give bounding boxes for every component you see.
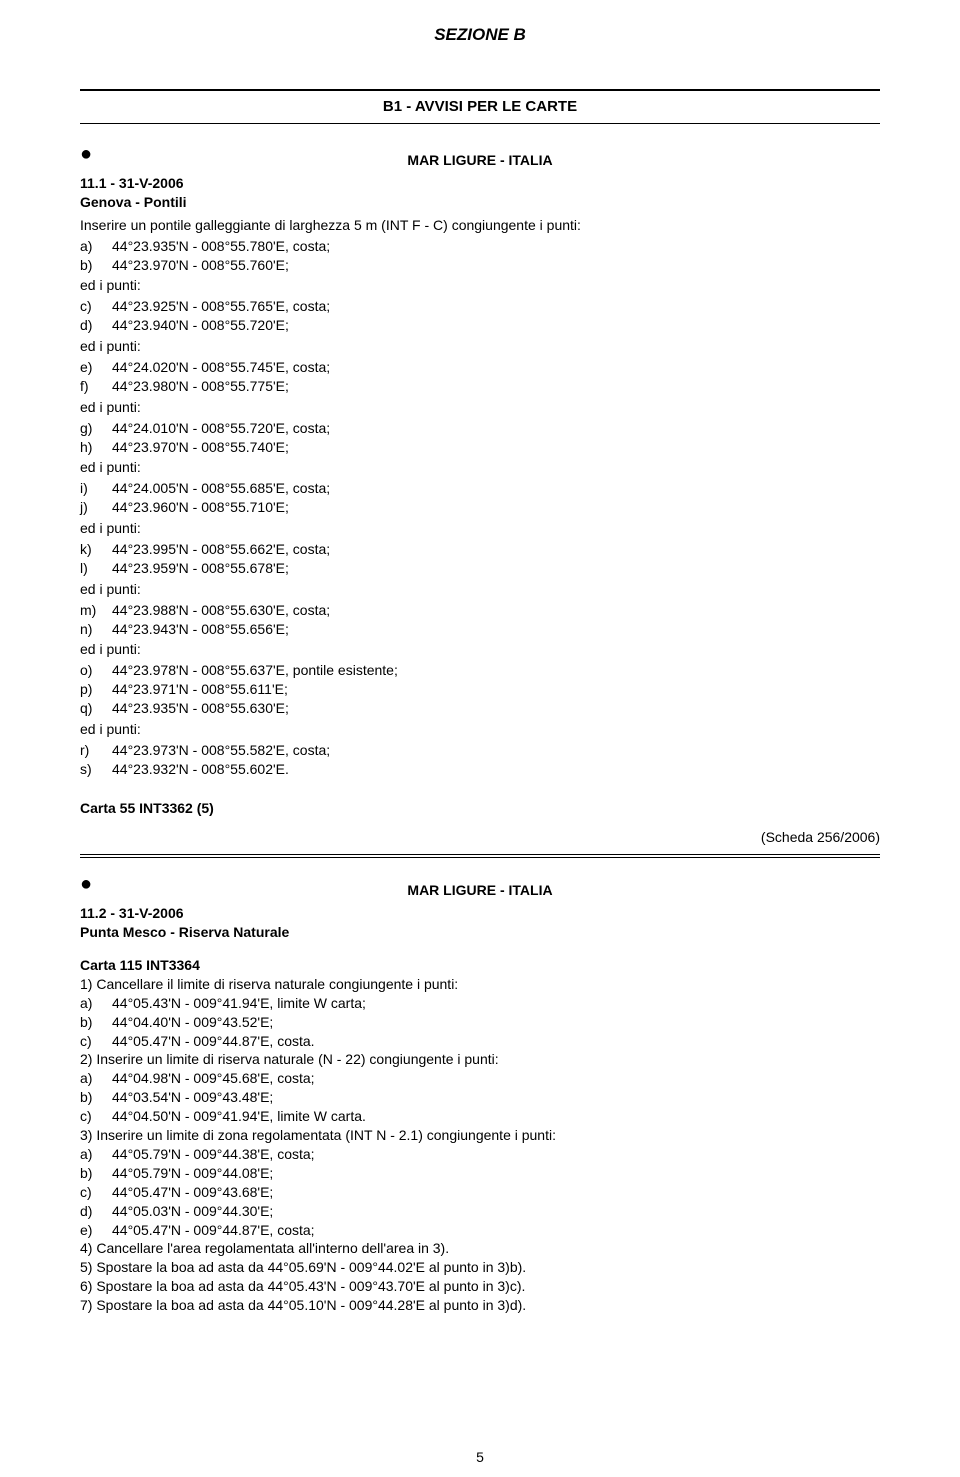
notice1-intro: Inserire un pontile galleggiante di larg… bbox=[80, 216, 880, 235]
coord-line: a)44°23.935'N - 008°55.780'E, costa; bbox=[80, 237, 880, 256]
block-title: B1 - AVVISI PER LE CARTE bbox=[80, 89, 880, 124]
separator-text: ed i punti: bbox=[80, 458, 880, 477]
coord-line: p)44°23.971'N - 008°55.611'E; bbox=[80, 680, 880, 699]
coord-line: q)44°23.935'N - 008°55.630'E; bbox=[80, 699, 880, 718]
coord-line: f)44°23.980'N - 008°55.775'E; bbox=[80, 377, 880, 396]
separator-text: ed i punti: bbox=[80, 640, 880, 659]
coord-line: o)44°23.978'N - 008°55.637'E, pontile es… bbox=[80, 661, 880, 680]
notice2-text-line: 5) Spostare la boa ad asta da 44°05.69'N… bbox=[80, 1258, 880, 1277]
notice2-chart: Carta 115 INT3364 bbox=[80, 956, 880, 975]
coord-line: c)44°05.47'N - 009°44.87'E, costa. bbox=[80, 1032, 880, 1051]
page-number: 5 bbox=[0, 1448, 960, 1467]
coord-line: g)44°24.010'N - 008°55.720'E, costa; bbox=[80, 419, 880, 438]
separator-text: ed i punti: bbox=[80, 276, 880, 295]
section-header: SEZIONE B bbox=[80, 24, 880, 47]
separator-text: ed i punti: bbox=[80, 337, 880, 356]
coord-line: d)44°23.940'N - 008°55.720'E; bbox=[80, 316, 880, 335]
separator-text: ed i punti: bbox=[80, 580, 880, 599]
notice1-points: a)44°23.935'N - 008°55.780'E, costa;b)44… bbox=[80, 237, 880, 779]
coord-line: a)44°05.79'N - 009°44.38'E, costa; bbox=[80, 1145, 880, 1164]
coord-line: c)44°04.50'N - 009°41.94'E, limite W car… bbox=[80, 1107, 880, 1126]
coord-line: h)44°23.970'N - 008°55.740'E; bbox=[80, 438, 880, 457]
notice1-title: Genova - Pontili bbox=[80, 193, 880, 212]
coord-line: j)44°23.960'N - 008°55.710'E; bbox=[80, 498, 880, 517]
coord-line: k)44°23.995'N - 008°55.662'E, costa; bbox=[80, 540, 880, 559]
coord-line: c)44°23.925'N - 008°55.765'E, costa; bbox=[80, 297, 880, 316]
coord-line: b)44°04.40'N - 009°43.52'E; bbox=[80, 1013, 880, 1032]
separator-text: ed i punti: bbox=[80, 398, 880, 417]
region-title: MAR LIGURE - ITALIA bbox=[80, 151, 880, 170]
separator-text: ed i punti: bbox=[80, 519, 880, 538]
notice2-text-line: 7) Spostare la boa ad asta da 44°05.10'N… bbox=[80, 1296, 880, 1315]
notice2-text-line: 3) Inserire un limite di zona regolament… bbox=[80, 1126, 880, 1145]
notice2-title: Punta Mesco - Riserva Naturale bbox=[80, 923, 880, 942]
coord-line: i)44°24.005'N - 008°55.685'E, costa; bbox=[80, 479, 880, 498]
separator-text: ed i punti: bbox=[80, 720, 880, 739]
coord-line: b)44°03.54'N - 009°43.48'E; bbox=[80, 1088, 880, 1107]
coord-line: e)44°24.020'N - 008°55.745'E, costa; bbox=[80, 358, 880, 377]
notice2-text-line: 4) Cancellare l'area regolamentata all'i… bbox=[80, 1239, 880, 1258]
coord-line: r)44°23.973'N - 008°55.582'E, costa; bbox=[80, 741, 880, 760]
bullet-marker: ● bbox=[80, 873, 92, 895]
notice1-chart: Carta 55 INT3362 (5) bbox=[80, 799, 880, 818]
coord-line: m)44°23.988'N - 008°55.630'E, costa; bbox=[80, 601, 880, 620]
coord-line: n)44°23.943'N - 008°55.656'E; bbox=[80, 620, 880, 639]
notice1-id: 11.1 - 31-V-2006 bbox=[80, 174, 880, 193]
bullet-marker: ● bbox=[80, 143, 92, 165]
notice1-scheda: (Scheda 256/2006) bbox=[80, 828, 880, 847]
coord-line: b)44°23.970'N - 008°55.760'E; bbox=[80, 256, 880, 275]
coord-line: s)44°23.932'N - 008°55.602'E. bbox=[80, 760, 880, 779]
region-title-2: MAR LIGURE - ITALIA bbox=[80, 881, 880, 900]
divider bbox=[80, 854, 880, 855]
notice2-lines: 1) Cancellare il limite di riserva natur… bbox=[80, 975, 880, 1315]
coord-line: a)44°04.98'N - 009°45.68'E, costa; bbox=[80, 1069, 880, 1088]
coord-line: l)44°23.959'N - 008°55.678'E; bbox=[80, 559, 880, 578]
coord-line: b)44°05.79'N - 009°44.08'E; bbox=[80, 1164, 880, 1183]
notice2-text-line: 1) Cancellare il limite di riserva natur… bbox=[80, 975, 880, 994]
notice2-text-line: 6) Spostare la boa ad asta da 44°05.43'N… bbox=[80, 1277, 880, 1296]
coord-line: a)44°05.43'N - 009°41.94'E, limite W car… bbox=[80, 994, 880, 1013]
divider bbox=[80, 857, 880, 858]
notice2-id: 11.2 - 31-V-2006 bbox=[80, 904, 880, 923]
coord-line: c)44°05.47'N - 009°43.68'E; bbox=[80, 1183, 880, 1202]
coord-line: d)44°05.03'N - 009°44.30'E; bbox=[80, 1202, 880, 1221]
coord-line: e)44°05.47'N - 009°44.87'E, costa; bbox=[80, 1221, 880, 1240]
notice2-text-line: 2) Inserire un limite di riserva natural… bbox=[80, 1050, 880, 1069]
